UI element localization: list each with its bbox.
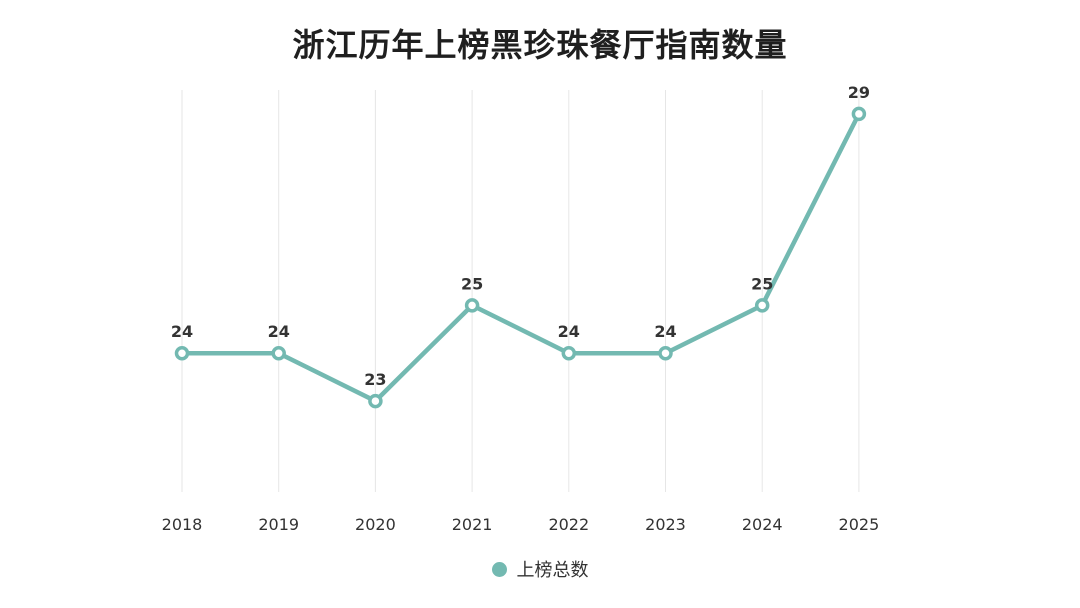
x-tick-2019: 2019 — [258, 515, 299, 534]
data-label-2021: 25 — [461, 274, 483, 293]
x-tick-2021: 2021 — [452, 515, 493, 534]
grid-lines — [181, 90, 860, 492]
x-tick-2024: 2024 — [742, 515, 783, 534]
data-label-2022: 24 — [558, 322, 580, 341]
data-label-2024: 25 — [751, 274, 773, 293]
x-tick-2023: 2023 — [645, 515, 686, 534]
x-tick-2022: 2022 — [548, 515, 589, 534]
data-point-2020[interactable] — [368, 393, 383, 409]
data-labels: 24 24 23 25 24 24 25 29 — [171, 83, 870, 389]
data-label-2025: 29 — [848, 83, 870, 102]
data-point-2019[interactable] — [271, 345, 286, 361]
data-label-2018: 24 — [171, 322, 193, 341]
x-tick-2025: 2025 — [839, 515, 880, 534]
series-points — [174, 106, 867, 409]
series-lines — [179, 111, 862, 404]
data-label-2020: 23 — [364, 370, 386, 389]
data-point-2023[interactable] — [658, 345, 673, 361]
data-point-2021[interactable] — [464, 298, 480, 313]
data-point-2022[interactable] — [561, 345, 577, 361]
data-label-2019: 24 — [268, 322, 290, 341]
x-tick-2018: 2018 — [162, 515, 203, 534]
series-line-0 — [179, 111, 862, 404]
data-point-2018[interactable] — [174, 345, 190, 361]
x-tick-2020: 2020 — [355, 515, 396, 534]
legend[interactable]: 上榜总数 — [0, 556, 1080, 582]
data-point-2025[interactable] — [851, 106, 867, 122]
data-point-2024[interactable] — [754, 298, 770, 313]
legend-label: 上榜总数 — [516, 560, 589, 581]
data-label-2023: 24 — [654, 322, 676, 341]
x-axis-ticks: 2018 2019 2020 2021 2022 2023 2024 2025 — [162, 515, 880, 534]
legend-swatch — [491, 561, 507, 577]
chart-title: 浙江历年上榜黑珍珠餐厅指南数量 — [292, 26, 788, 64]
